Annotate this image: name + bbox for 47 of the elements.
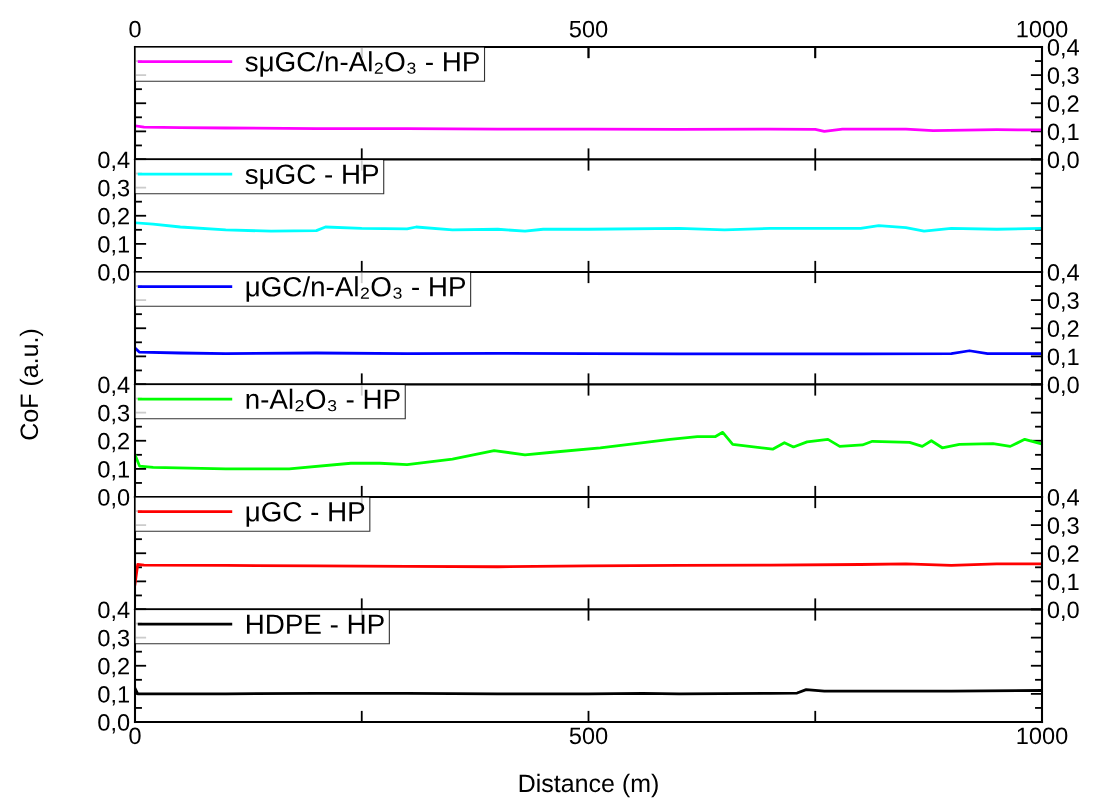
y-tick-label: 0,4: [98, 151, 130, 172]
legend-label: μGC/n-Al₂O₃ - HP: [246, 276, 466, 302]
y-tick-label: 0,4: [98, 601, 130, 622]
legend-label: μGC - HP: [246, 501, 365, 527]
y-axis-title: CoF (a.u.): [19, 329, 44, 440]
legend-label: sμGC/n-Al₂O₃ - HP: [245, 51, 479, 77]
x-tick-label: 1000: [1017, 727, 1068, 745]
legend-label: n-Al₂O₃ - HP: [246, 388, 400, 412]
y-tick-label: 0,2: [98, 657, 129, 678]
y-tick-label: 0,1: [1047, 123, 1079, 143]
y-tick-label: 0,3: [98, 179, 130, 200]
y-tick-label: 0,4: [1047, 489, 1079, 509]
y-tick-label: 0,4: [1047, 264, 1079, 284]
y-tick-label: 0,3: [1047, 292, 1079, 312]
y-tick-label: 0,2: [98, 432, 129, 453]
x-tick-label: 0: [129, 727, 141, 745]
line-series: [135, 562, 1042, 586]
y-tick-label: 0,3: [1047, 517, 1079, 537]
y-tick-label: 0,4: [98, 376, 130, 397]
legend-label: sμGC - HP: [245, 164, 379, 190]
y-tick-label: 0,2: [98, 207, 129, 228]
y-tick-label: 0,3: [98, 404, 130, 425]
y-tick-label: 0,0: [1047, 376, 1079, 397]
x-tick-label: 500: [569, 727, 608, 745]
y-tick-label: 0,1: [98, 460, 129, 481]
x2-tick-label: 1000: [1017, 20, 1068, 38]
x-axis-title: Distance (m): [519, 773, 658, 798]
y-tick-label: 0,0: [98, 714, 130, 734]
x2-tick-label: 500: [569, 20, 608, 38]
y-tick-label: 0,3: [1047, 67, 1079, 87]
x2-tick-label: 0: [129, 20, 141, 38]
y-tick-label: 0,0: [1047, 151, 1079, 172]
y-tick-label: 0,1: [98, 685, 129, 706]
y-tick-label: 0,2: [1047, 320, 1079, 340]
y-tick-label: 0,4: [1047, 39, 1079, 59]
y-tick-label: 0,3: [98, 629, 130, 650]
y-tick-label: 0,1: [98, 235, 129, 256]
y-tick-label: 0,0: [1047, 601, 1079, 622]
y-tick-label: 0,2: [1047, 95, 1079, 115]
y-tick-label: 0,1: [1047, 348, 1079, 368]
legend-label: HDPE - HP: [247, 614, 384, 634]
y-tick-label: 0,2: [1047, 545, 1079, 565]
line-series: [135, 430, 1042, 471]
y-tick-label: 0,1: [1047, 573, 1079, 593]
line-series: [135, 221, 1042, 233]
y-tick-label: 0,0: [98, 264, 130, 284]
y-tick-label: 0,0: [98, 489, 130, 509]
